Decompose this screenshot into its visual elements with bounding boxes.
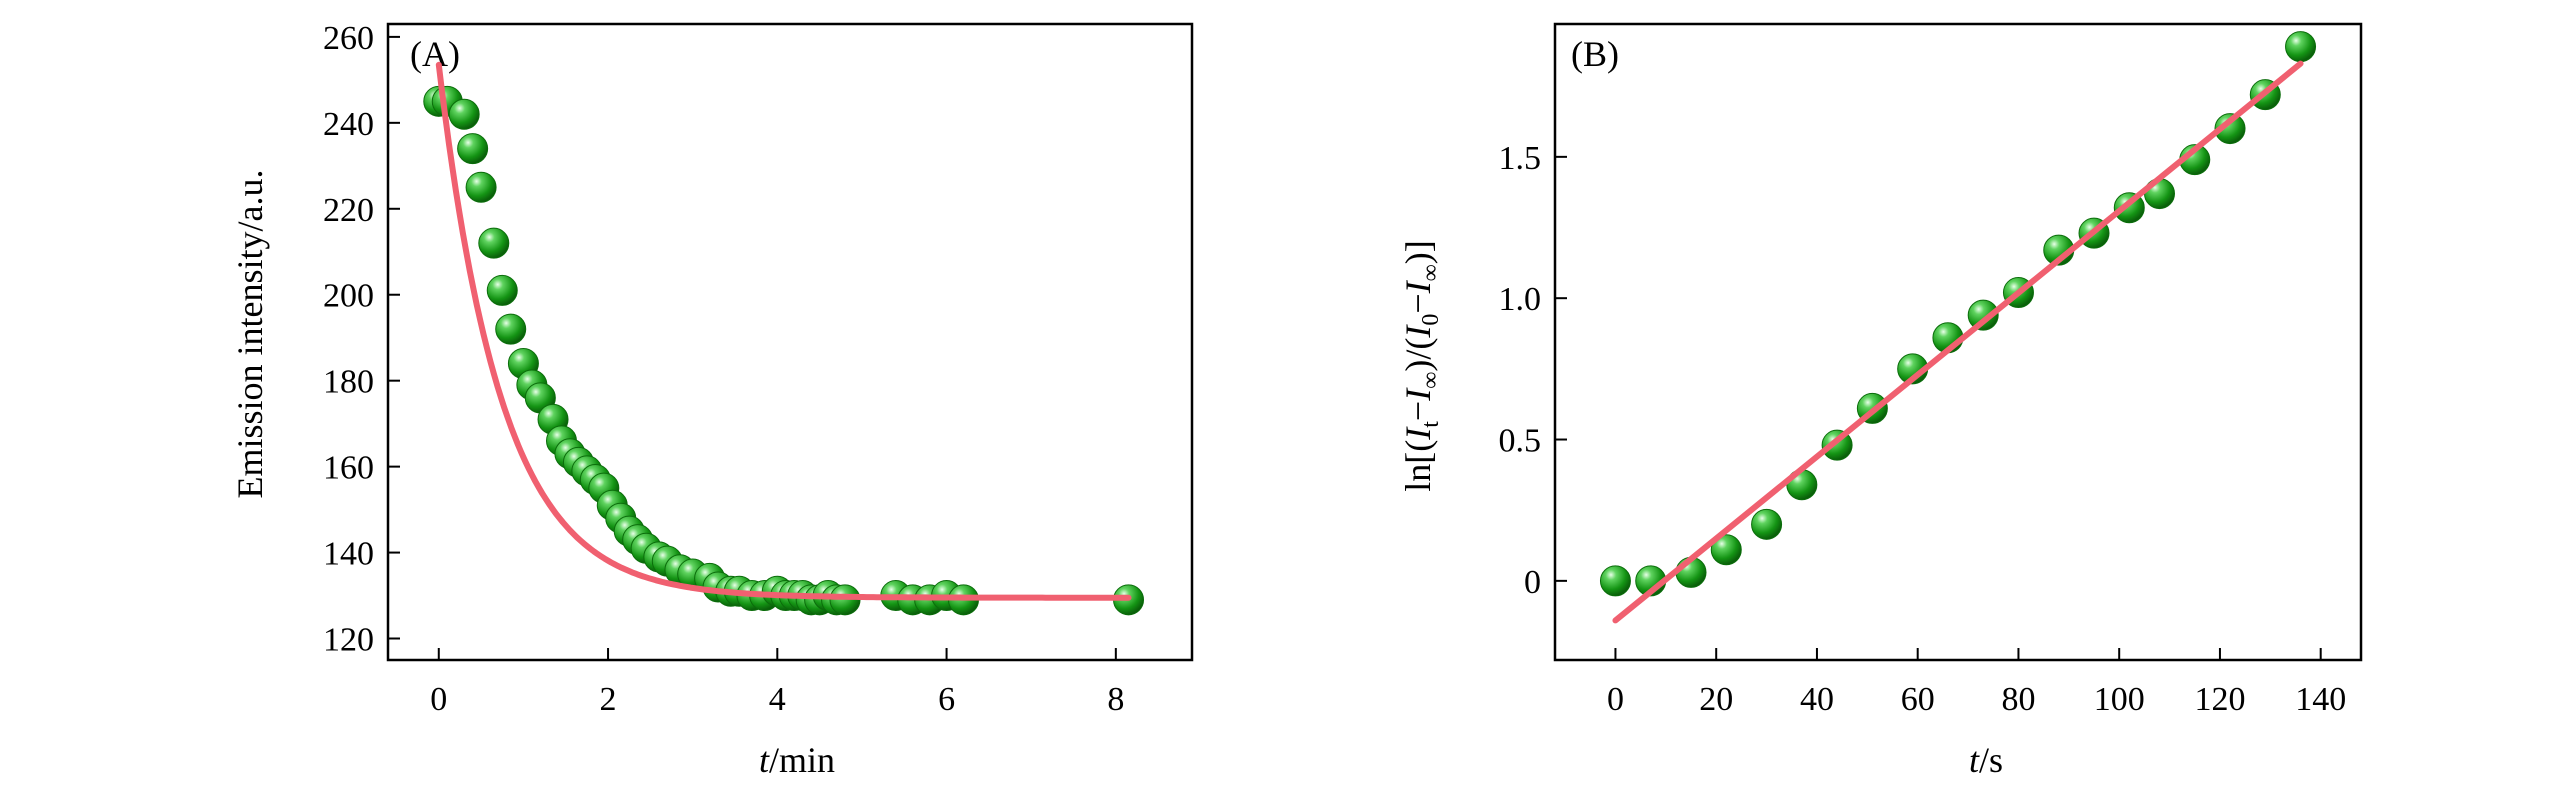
panel-b-data-point — [1599, 565, 1631, 597]
panel-b-y-tick-label: 1.5 — [1499, 140, 1542, 177]
panel-b-fit-line — [1612, 60, 2304, 624]
panel-b-data-point — [1710, 534, 1742, 566]
panel-a-data-point — [448, 98, 480, 130]
panel-a-x-tick-label: 6 — [938, 681, 955, 718]
panel-b: (B) t/s ln[(It−I∞)/(I0−I∞)] 0 20 40 60 80 100… — [1398, 22, 2363, 780]
panel-a-data-point — [495, 313, 527, 345]
panel-a-data-point — [478, 227, 510, 259]
panel-b-data-point — [1967, 299, 1999, 331]
panel-a-y-tick-label: 180 — [323, 364, 374, 401]
panel-a-y-tick-label: 120 — [323, 622, 374, 659]
panel-a-y-tick-label: 140 — [323, 536, 374, 573]
panel-a-fit-line — [435, 61, 1132, 601]
panel-a-x-tick-label: 4 — [769, 681, 786, 718]
panel-b-x-tick-label: 80 — [2001, 681, 2035, 718]
panel-a-y-tick-label: 200 — [323, 278, 374, 315]
panel-b-data-point — [2214, 113, 2246, 145]
panel-b-y-axis-label: ln[(It−I∞)/(I0−I∞)] — [1398, 240, 1444, 491]
panel-b-y-tick-label: 0.5 — [1499, 423, 1542, 460]
panel-b-x-tick-label: 40 — [1800, 681, 1834, 718]
panel-a-plot-frame — [386, 22, 1194, 662]
panel-a-y-tick-label: 260 — [323, 20, 374, 57]
panel-a-label: (A) — [410, 34, 460, 74]
panel-a-x-tick-label: 0 — [430, 681, 447, 718]
panel-a-data-point — [486, 274, 518, 306]
panel-a-y-axis-label: Emission intensity/a.u. — [230, 170, 270, 499]
panel-b-y-tick-label: 1.0 — [1499, 281, 1542, 318]
panel-b-x-tick-label: 0 — [1607, 681, 1624, 718]
panel-b-x-tick-label: 20 — [1699, 681, 1733, 718]
panel-a-y-tick-label: 240 — [323, 106, 374, 143]
panel-b-x-tick-label: 60 — [1901, 681, 1935, 718]
panel-a-y-tick-label: 220 — [323, 192, 374, 229]
panel-b-x-tick-label: 100 — [2094, 681, 2145, 718]
panel-a-x-tick-label: 2 — [600, 681, 617, 718]
panel-a-x-axis-label: t/min — [759, 740, 835, 780]
panel-b-x-axis-label: t/s — [1969, 740, 2003, 780]
panel-b-plot-frame — [1553, 22, 2363, 662]
panel-b-label: (B) — [1571, 34, 1619, 74]
panel-a-x-tick-label: 8 — [1107, 681, 1124, 718]
panel-b-data-point — [2285, 31, 2317, 63]
panel-b-x-tick-label: 120 — [2194, 681, 2245, 718]
panel-b-x-tick-label: 140 — [2295, 681, 2346, 718]
panel-b-y-tick-label: 0 — [1524, 564, 1541, 601]
panel-a: (A) t/min Emission intensity/a.u. 0 2 4 6 8 1… — [230, 20, 1194, 780]
panel-b-data-point — [1751, 508, 1783, 540]
panel-a-data-point — [457, 133, 489, 165]
panel-a-data-point — [465, 171, 497, 203]
panel-a-y-tick-label: 160 — [323, 450, 374, 487]
